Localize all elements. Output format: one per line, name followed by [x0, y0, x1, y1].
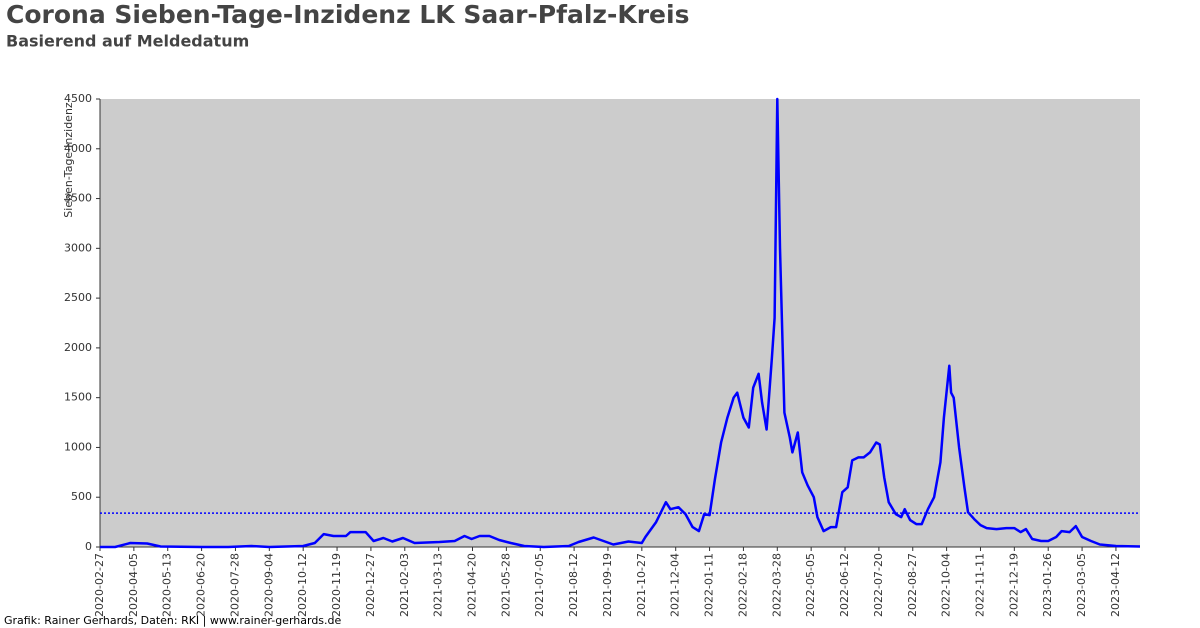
y-tick-label: 2500: [64, 291, 92, 304]
x-tick-label: 2022-03-28: [770, 553, 783, 617]
plot-area: [100, 99, 1140, 547]
y-tick-label: 1000: [64, 440, 92, 453]
x-tick-label: 2022-02-18: [736, 553, 749, 617]
x-tick-label: 2022-06-12: [838, 553, 851, 617]
y-tick-label: 500: [71, 490, 92, 503]
x-tick-label: 2022-12-19: [1007, 553, 1020, 617]
x-tick-label: 2021-02-03: [398, 553, 411, 617]
x-tick-label: 2021-03-13: [432, 553, 445, 617]
x-tick-label: 2021-12-04: [669, 553, 682, 617]
x-tick-label: 2022-08-27: [906, 553, 919, 617]
x-tick-label: 2021-07-05: [533, 553, 546, 617]
y-tick-label: 4000: [64, 142, 92, 155]
x-tick-label: 2023-03-05: [1075, 553, 1088, 617]
x-tick-label: 2020-06-20: [195, 553, 208, 617]
x-tick-label: 2022-11-11: [973, 553, 986, 617]
x-tick-label: 2020-12-27: [364, 553, 377, 617]
x-tick-label: 2020-05-13: [161, 553, 174, 617]
x-tick-label: 2020-07-28: [228, 553, 241, 617]
y-tick-label: 1500: [64, 391, 92, 404]
x-tick-label: 2021-09-19: [601, 553, 614, 617]
x-tick-label: 2021-05-28: [499, 553, 512, 617]
x-tick-label: 2021-10-27: [635, 553, 648, 617]
data-line: [100, 97, 1141, 549]
y-tick-label: 3000: [64, 241, 92, 254]
chart-title: Corona Sieben-Tage-Inzidenz LK Saar-Pfal…: [6, 0, 689, 29]
x-tick-label: 2021-08-12: [567, 553, 580, 617]
chart-subtitle: Basierend auf Meldedatum: [6, 32, 249, 51]
x-tick-label: 2020-02-27: [93, 553, 106, 617]
x-tick-label: 2023-01-26: [1041, 553, 1054, 617]
y-tick-label: 2000: [64, 341, 92, 354]
y-tick-label: 3500: [64, 192, 92, 205]
x-tick-label: 2020-09-04: [262, 553, 275, 617]
x-tick-label: 2020-04-05: [127, 553, 140, 617]
y-tick-label: 4500: [64, 92, 92, 105]
x-tick-label: 2022-05-05: [804, 553, 817, 617]
x-tick-label: 2022-01-11: [703, 553, 716, 617]
x-tick-label: 2022-07-20: [872, 553, 885, 617]
x-tick-label: 2022-10-04: [940, 553, 953, 617]
x-tick-label: 2020-10-12: [296, 553, 309, 617]
caption: Grafik: Rainer Gerhards, Daten: RKI | ww…: [4, 614, 342, 627]
x-tick-label: 2021-04-20: [466, 553, 479, 617]
x-tick-label: 2020-11-19: [330, 553, 343, 617]
y-tick-label: 0: [85, 540, 92, 553]
y-axis-label: Sieben-Tage-Inzidenz: [62, 102, 75, 218]
x-tick-label: 2023-04-12: [1109, 553, 1122, 617]
